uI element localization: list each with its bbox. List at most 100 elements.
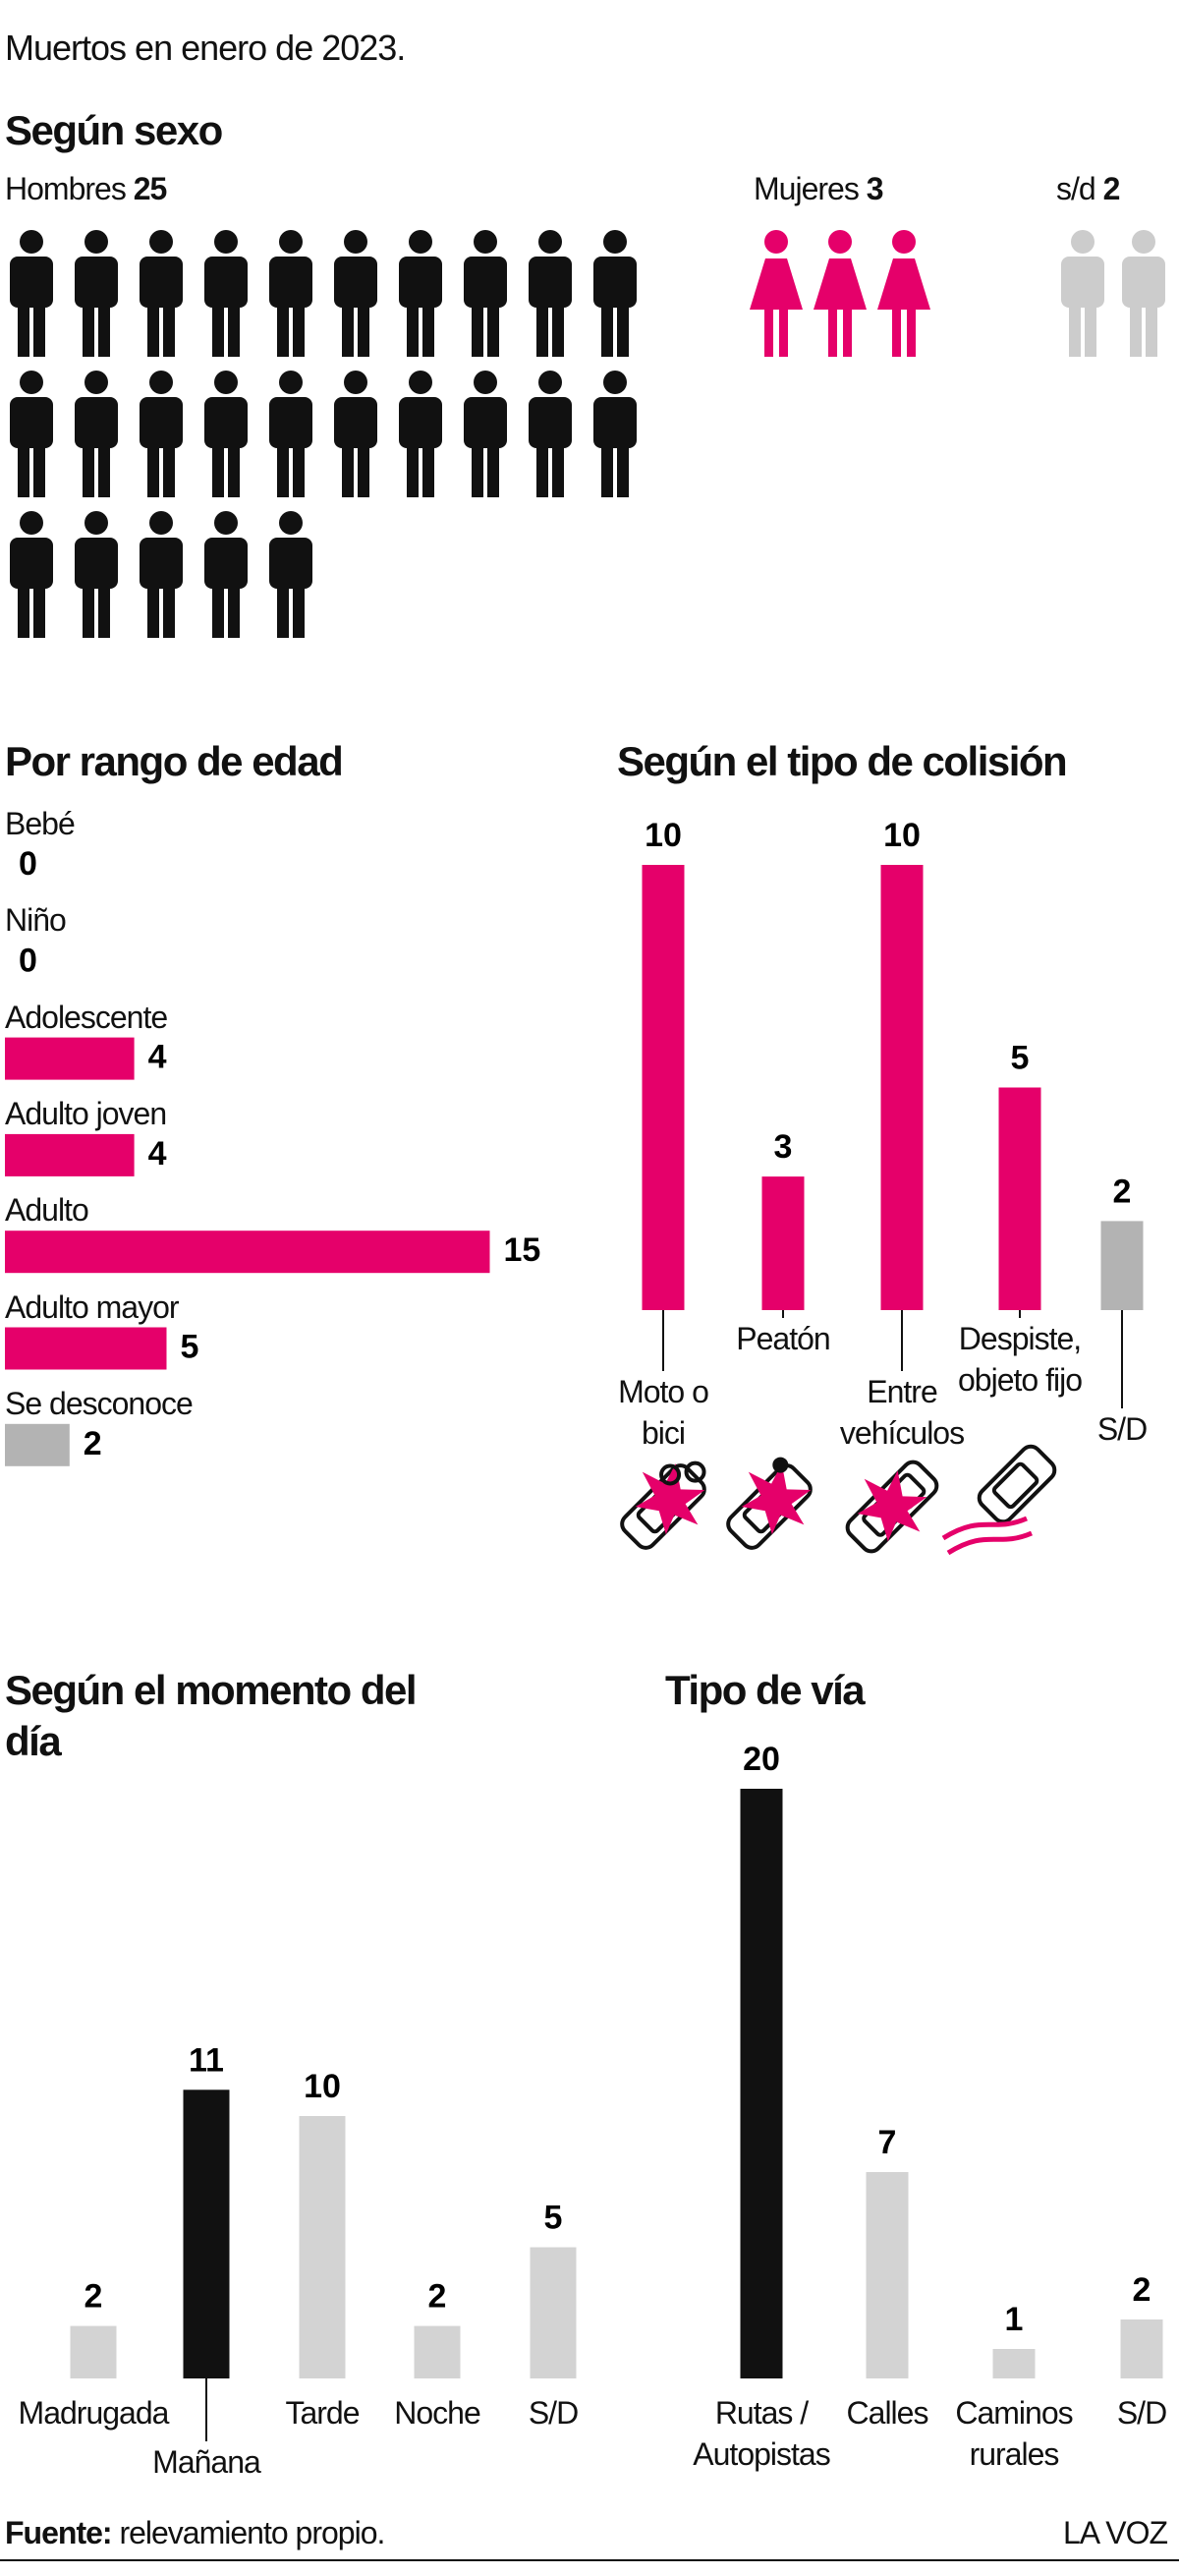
value-label: 0 xyxy=(19,845,37,883)
value-label: 4 xyxy=(148,1135,167,1173)
category-label: Tarde xyxy=(285,2395,360,2431)
category-label: Madrugada xyxy=(18,2395,170,2431)
value-label: 20 xyxy=(743,1741,780,1778)
icon-part xyxy=(212,584,224,638)
icon-part xyxy=(601,303,613,357)
icon-part xyxy=(228,443,240,497)
icon-part xyxy=(20,230,43,254)
icon-part xyxy=(422,303,434,357)
icon-part xyxy=(212,443,224,497)
value-label: 3 xyxy=(774,1128,793,1166)
icon-part xyxy=(814,258,867,310)
icon-part xyxy=(472,443,483,497)
bar xyxy=(183,2089,230,2378)
category-label: Adolescente xyxy=(5,999,168,1035)
category-label: Adulto xyxy=(5,1192,89,1229)
icon-part xyxy=(552,303,564,357)
bar xyxy=(1120,2319,1163,2378)
icon-part xyxy=(892,230,916,254)
icon-part xyxy=(779,308,788,357)
icon-part xyxy=(1122,257,1165,308)
icon-part xyxy=(279,230,303,254)
icon-part xyxy=(828,308,837,357)
source-label: Fuente: xyxy=(5,2515,113,2550)
pictogram-group xyxy=(750,230,930,357)
legend-label: s/d 2 xyxy=(1056,168,1120,209)
icon-part xyxy=(1069,303,1081,357)
chart-title: Según el momento del día xyxy=(5,1667,418,1764)
source: Fuente: relevamiento propio. xyxy=(5,2512,385,2553)
category-label: Rutas / Autopistas xyxy=(693,2395,830,2472)
icon-part xyxy=(75,538,118,589)
icon-part xyxy=(84,230,108,254)
icon-part xyxy=(358,303,369,357)
icon-part xyxy=(409,371,432,394)
icon-part xyxy=(358,443,369,497)
value-label: 10 xyxy=(304,2068,341,2105)
icon-part xyxy=(552,443,564,497)
icon-part xyxy=(1061,257,1104,308)
category: Hombres xyxy=(5,171,127,206)
icon-part xyxy=(538,230,562,254)
value-label: 5 xyxy=(181,1328,199,1365)
icon-part xyxy=(472,303,483,357)
icon-part xyxy=(84,371,108,394)
category-label: S/D xyxy=(1116,2395,1167,2431)
icon-part xyxy=(603,230,627,254)
icon-part xyxy=(617,303,629,357)
icon-part xyxy=(204,397,248,448)
bar xyxy=(5,1327,167,1370)
icon-part xyxy=(277,584,289,638)
bar xyxy=(1100,1221,1144,1310)
icon-part xyxy=(20,371,43,394)
icon-part xyxy=(228,584,240,638)
legend-label: Hombres 25 xyxy=(5,168,167,209)
icon-part xyxy=(204,257,248,308)
value-label: 0 xyxy=(19,942,37,979)
icon-part xyxy=(279,371,303,394)
category-label: Niño xyxy=(5,902,67,939)
icon-part xyxy=(75,397,118,448)
icon-part xyxy=(764,308,773,357)
icon-part xyxy=(593,397,637,448)
icon-part xyxy=(892,308,901,357)
value-label: 11 xyxy=(189,2041,224,2079)
icon-part xyxy=(536,443,548,497)
icon-part xyxy=(149,371,173,394)
icon-part xyxy=(1130,303,1142,357)
icon-part xyxy=(750,258,803,310)
icon-part xyxy=(147,303,159,357)
chart-title: Por rango de edad xyxy=(5,738,344,784)
value-label: 1 xyxy=(1005,2301,1024,2338)
category-label: Noche xyxy=(394,2395,481,2431)
bar xyxy=(5,1423,70,1466)
chart-title: Según el tipo de colisión xyxy=(617,738,1068,784)
icon-part xyxy=(147,584,159,638)
icon-part xyxy=(1085,303,1096,357)
icon-part xyxy=(1146,303,1157,357)
category-label: Bebé xyxy=(5,806,76,841)
icon-part xyxy=(293,303,305,357)
value-label: 5 xyxy=(1011,1039,1030,1076)
icon-part xyxy=(140,397,183,448)
category-label: Entre vehículos xyxy=(839,1374,965,1451)
icon-part xyxy=(409,230,432,254)
icon-part xyxy=(33,303,45,357)
category-label: Moto o bici xyxy=(618,1374,709,1451)
icon-part xyxy=(212,303,224,357)
icon-part xyxy=(407,303,419,357)
bar xyxy=(642,865,685,1310)
icon-part xyxy=(98,303,110,357)
icon-part xyxy=(204,538,248,589)
value-label: 15 xyxy=(504,1231,541,1269)
value-label: 10 xyxy=(883,817,921,854)
bar xyxy=(5,1231,490,1274)
icon-part xyxy=(538,371,562,394)
category-label: S/D xyxy=(528,2395,579,2431)
icon-part xyxy=(593,257,637,308)
category: s/d xyxy=(1056,171,1096,206)
icon-part xyxy=(147,443,159,497)
icon-part xyxy=(399,397,442,448)
icon-part xyxy=(1132,230,1155,254)
pictogram-group xyxy=(1061,230,1165,357)
